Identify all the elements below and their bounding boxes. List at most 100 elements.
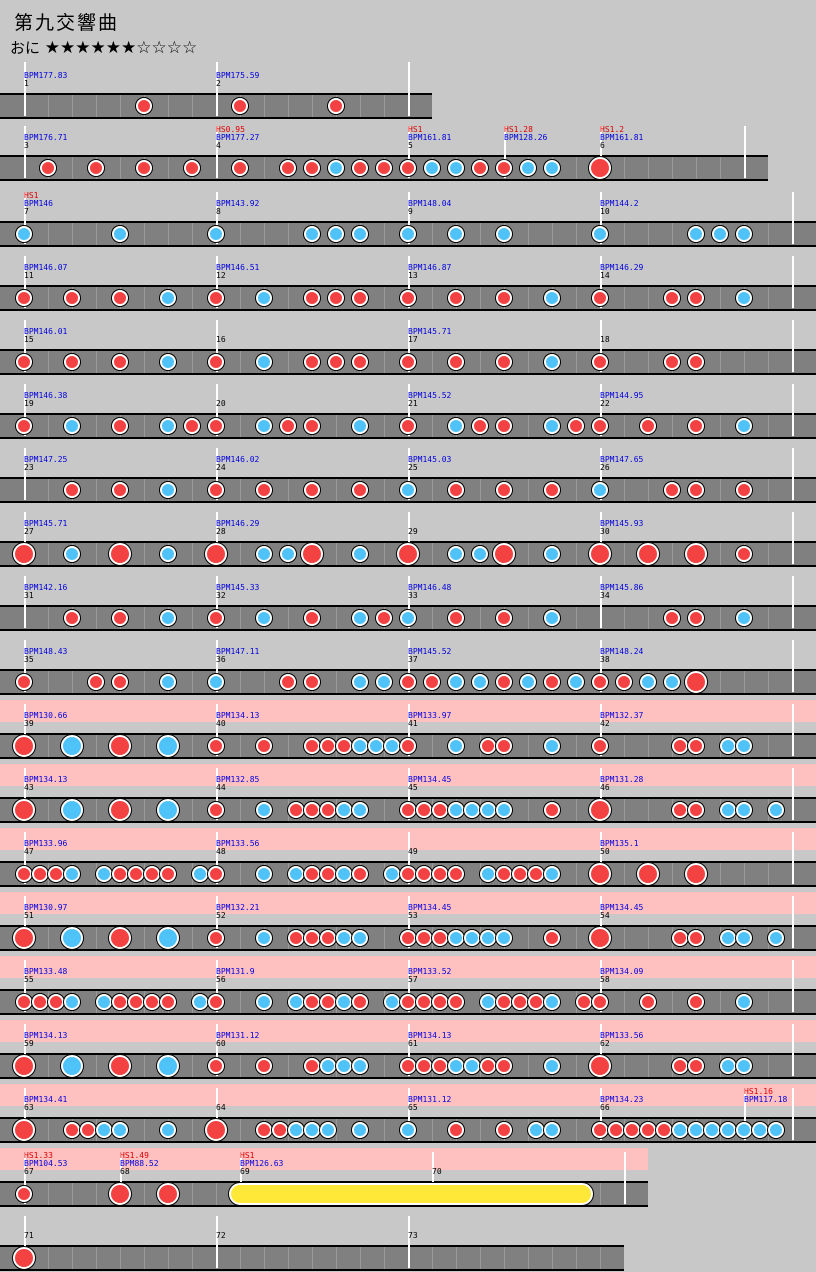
big-don-note (589, 863, 611, 885)
beat-gridline (600, 1183, 601, 1205)
beat-gridline (72, 223, 73, 245)
don-note (688, 610, 704, 626)
measure-number: 60 (216, 1039, 226, 1048)
measure-number: 69 (240, 1167, 250, 1176)
bpm-label: BPM133.56 (600, 1031, 644, 1040)
big-don-note (13, 927, 35, 949)
measure-barline (600, 1024, 602, 1076)
don-note (280, 674, 296, 690)
song-title: 第九交響曲 (14, 12, 120, 34)
don-note (400, 738, 416, 754)
measure-number: 59 (24, 1039, 34, 1048)
bpm-label: BPM135.1 (600, 839, 639, 848)
don-note (480, 1058, 496, 1074)
bpm-label: BPM130.97 (24, 903, 68, 912)
beat-gridline (528, 735, 529, 757)
hs-label: HS1.33 (24, 1151, 53, 1160)
beat-gridline (648, 479, 649, 501)
don-note (48, 994, 64, 1010)
bpm-label: BPM145.71 (408, 327, 452, 336)
don-note (352, 866, 368, 882)
beat-gridline (480, 351, 481, 373)
measure-barline (792, 768, 794, 820)
ka-note (528, 1122, 544, 1138)
don-note (304, 674, 320, 690)
ka-note (544, 418, 560, 434)
beat-gridline (624, 479, 625, 501)
don-note (304, 1058, 320, 1074)
beat-gridline (624, 223, 625, 245)
beat-gridline (720, 671, 721, 693)
measure-barline (408, 1216, 410, 1268)
ka-note (752, 1122, 768, 1138)
beat-gridline (192, 671, 193, 693)
big-don-note (109, 1183, 131, 1205)
beat-gridline (120, 95, 121, 117)
big-don-note (13, 1055, 35, 1077)
bpm-label: BPM128.26 (504, 133, 548, 142)
don-note (280, 418, 296, 434)
don-note (688, 482, 704, 498)
measure-number: 66 (600, 1103, 610, 1112)
beat-gridline (576, 1055, 577, 1077)
ka-note (568, 674, 584, 690)
beat-gridline (384, 223, 385, 245)
beat-gridline (240, 1055, 241, 1077)
beat-gridline (384, 1247, 385, 1269)
bpm-label: BPM132.21 (216, 903, 260, 912)
don-note (496, 674, 512, 690)
beat-gridline (768, 863, 769, 885)
don-note (688, 930, 704, 946)
measure-barline (24, 896, 26, 948)
don-note (128, 866, 144, 882)
measure-number: 23 (24, 463, 34, 472)
big-ka-note (157, 799, 179, 821)
beat-gridline (720, 351, 721, 373)
measure-number: 47 (24, 847, 34, 856)
ka-note (544, 546, 560, 562)
ka-note (192, 866, 208, 882)
beat-gridline (432, 351, 433, 373)
big-don-note (205, 543, 227, 565)
ka-note (208, 226, 224, 242)
beat-gridline (480, 1247, 481, 1269)
don-note (16, 418, 32, 434)
bpm-label: BPM145.71 (24, 519, 68, 528)
beat-gridline (96, 287, 97, 309)
beat-gridline (336, 607, 337, 629)
measure-number: 16 (216, 335, 226, 344)
bpm-label: BPM117.18 (744, 1095, 788, 1104)
big-don-note (109, 1055, 131, 1077)
beat-gridline (144, 927, 145, 949)
bpm-label: BPM148.24 (600, 647, 644, 656)
don-note (112, 994, 128, 1010)
beat-gridline (624, 157, 625, 179)
beat-gridline (336, 1119, 337, 1141)
don-note (448, 866, 464, 882)
bpm-label: BPM132.85 (216, 775, 260, 784)
measure-barline (408, 192, 410, 244)
don-note (512, 994, 528, 1010)
measure-number: 25 (408, 463, 418, 472)
beat-gridline (192, 1119, 193, 1141)
beat-gridline (240, 735, 241, 757)
don-note (624, 1122, 640, 1138)
don-note (400, 290, 416, 306)
ka-note (464, 802, 480, 818)
beat-gridline (528, 287, 529, 309)
hs-label: HS1.49 (120, 1151, 149, 1160)
beat-gridline (144, 223, 145, 245)
measure-barline (24, 126, 26, 178)
don-note (496, 994, 512, 1010)
don-note (320, 930, 336, 946)
don-note (328, 354, 344, 370)
beat-gridline (336, 479, 337, 501)
measure-number: 1 (24, 79, 29, 88)
bpm-label: BPM133.96 (24, 839, 68, 848)
measure-barline (600, 960, 602, 1012)
beat-gridline (528, 543, 529, 565)
bpm-label: BPM133.97 (408, 711, 452, 720)
don-note (736, 482, 752, 498)
don-note (32, 866, 48, 882)
beat-gridline (528, 1055, 529, 1077)
